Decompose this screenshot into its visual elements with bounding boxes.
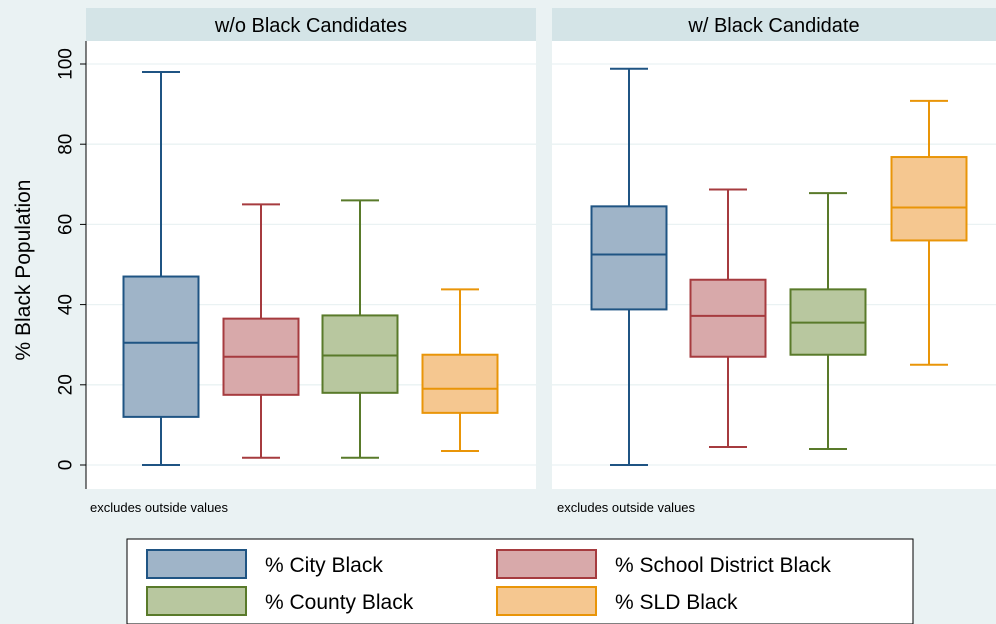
legend-swatch-4 [496,586,597,616]
panel-1-note: excludes outside values [90,500,229,515]
y-tick-label-100: 100 [56,48,77,80]
legend-label-1: % City Black [265,554,383,577]
legend-swatch-2 [496,549,597,579]
box-iqr [122,275,200,418]
panel-2-title: w/ Black Candidate [687,15,859,37]
box-panel-2-series-1 [590,67,668,466]
y-tick-label-40: 40 [56,294,77,315]
box-panel-1-series-3 [321,199,399,459]
box-panel-1-series-1 [122,71,200,466]
box-iqr [421,353,499,414]
box-iqr [321,314,399,394]
box-panel-1-series-2 [222,203,300,459]
box-panel-2-series-4 [890,99,968,366]
legend: % City Black % School District Black % Cou… [126,538,914,624]
panel-1-plot-area [86,41,536,489]
panel-1-title: w/o Black Candidates [214,15,407,37]
y-tick-label-80: 80 [56,134,77,155]
legend-label-2: % School District Black [615,554,831,577]
legend-label-3: % County Black [265,591,414,614]
y-tick-label-0: 0 [56,460,77,471]
legend-swatch-1 [146,549,247,579]
legend-swatch-3 [146,586,247,616]
box-panel-2-series-2 [689,188,767,448]
box-iqr [890,156,968,242]
box-panel-2-series-3 [789,192,867,450]
box-iqr [590,205,668,311]
panel-2-note: excludes outside values [557,500,696,515]
box-panel-1-series-4 [421,288,499,452]
legend-label-4: % SLD Black [615,591,738,614]
box-iqr [689,278,767,358]
y-tick-label-20: 20 [56,374,77,395]
panel-2-header [552,8,996,41]
y-axis-label: % Black Population [12,180,35,361]
panel-1-header [86,8,536,41]
boxes-layer [122,67,968,466]
y-axis: 0 20 40 60 80 100 [56,41,87,489]
y-tick-label-60: 60 [56,214,77,235]
